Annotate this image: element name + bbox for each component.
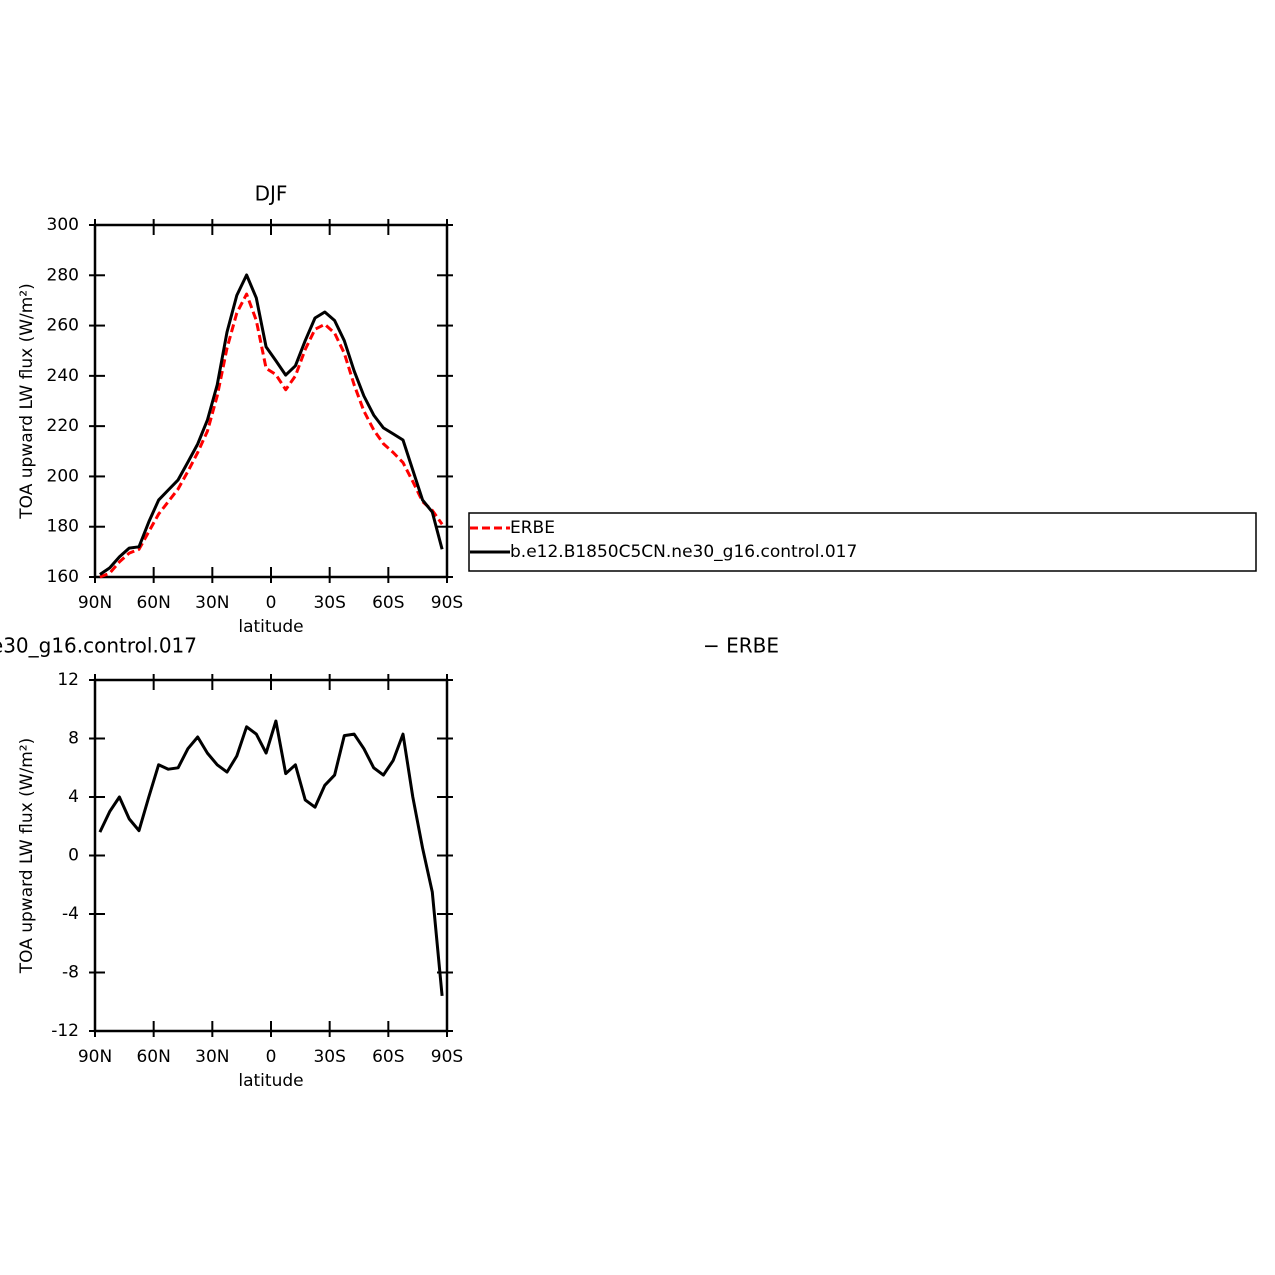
x-axis-label: latitude: [238, 1071, 303, 1091]
x-tick-label: 30N: [195, 1047, 229, 1067]
legend-label: b.e12.B1850C5CN.ne30_g16.control.017: [510, 542, 857, 562]
x-tick-label: 0: [266, 1047, 277, 1067]
y-tick-label: 4: [68, 787, 79, 807]
y-tick-label: 200: [47, 466, 79, 486]
y-tick-label: 240: [47, 366, 79, 386]
y-tick-label: 160: [47, 567, 79, 587]
y-tick-label: 0: [68, 846, 79, 866]
legend-box: [468, 512, 1257, 572]
x-tick-label: 90N: [78, 1047, 112, 1067]
x-tick-label: 60N: [136, 1047, 170, 1067]
y-tick-label: 260: [47, 316, 79, 336]
series-line: [99, 273, 444, 576]
y-axis-label: TOA upward LW flux (W/m²): [17, 283, 37, 520]
x-tick-label: 30S: [313, 593, 345, 613]
y-tick-label: -8: [62, 963, 79, 983]
y-axis-label: TOA upward LW flux (W/m²): [17, 738, 37, 975]
legend-label: ERBE: [510, 518, 555, 538]
x-tick-label: 30N: [195, 593, 229, 613]
y-tick-label: 280: [47, 265, 79, 285]
x-tick-label: 90S: [431, 593, 463, 613]
y-tick-label: 180: [47, 517, 79, 537]
series-line: [99, 292, 444, 579]
series-line: [98, 719, 444, 997]
y-tick-label: 220: [47, 416, 79, 436]
y-tick-label: 12: [57, 670, 79, 690]
x-tick-label: 30S: [313, 1047, 345, 1067]
x-tick-label: 90S: [431, 1047, 463, 1067]
y-tick-label: 8: [68, 729, 79, 749]
y-tick-label: -4: [62, 904, 79, 924]
x-tick-label: 60S: [372, 1047, 404, 1067]
x-tick-label: 0: [266, 593, 277, 613]
x-axis-label: latitude: [238, 617, 303, 637]
chart-title: b.e12.B1850C5CN.ne30_g16.control.017: [0, 634, 197, 658]
x-tick-label: 60S: [372, 593, 404, 613]
chart-title-suffix: − ERBE: [703, 634, 779, 658]
chart-title: DJF: [255, 182, 288, 206]
x-tick-label: 60N: [136, 593, 170, 613]
x-tick-label: 90N: [78, 593, 112, 613]
y-tick-label: 300: [47, 215, 79, 235]
y-tick-label: -12: [51, 1021, 79, 1041]
